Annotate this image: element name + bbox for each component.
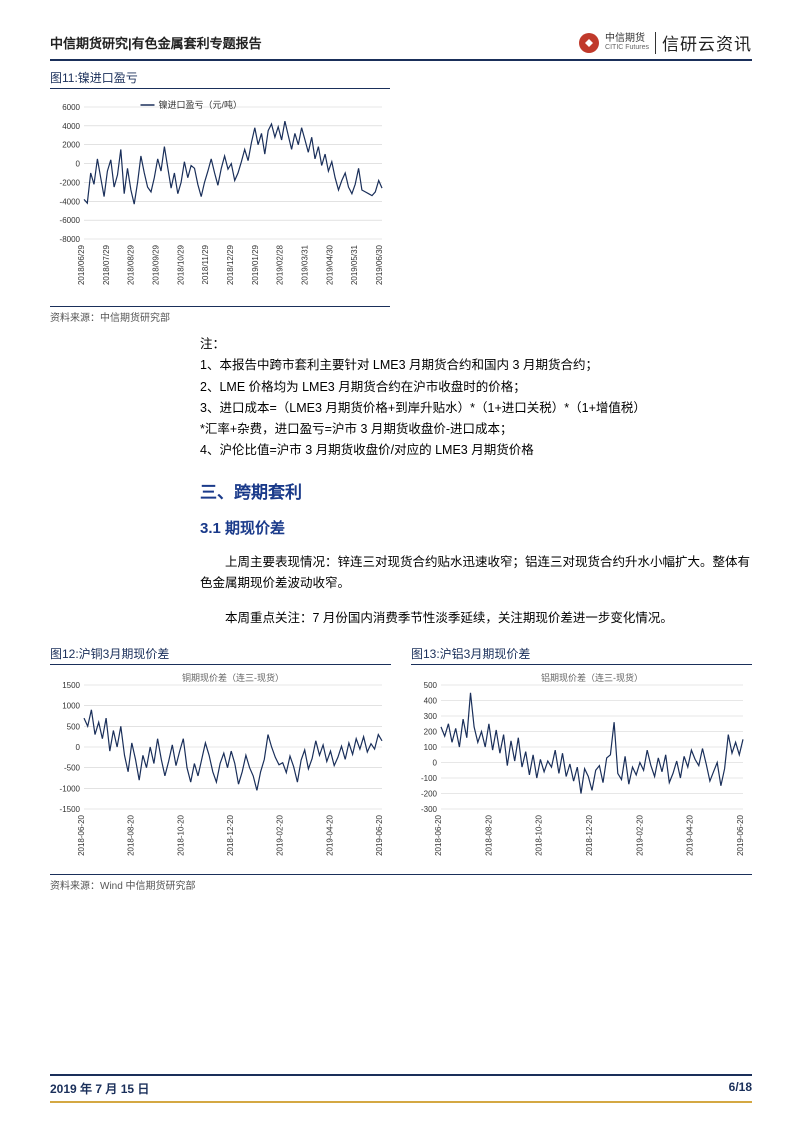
svg-text:2019/03/31: 2019/03/31 — [301, 244, 310, 285]
svg-text:400: 400 — [424, 697, 438, 706]
notes-block: 注： 1、本报告中跨市套利主要针对 LME3 月期货合约和国内 3 月期货合约；… — [200, 334, 752, 462]
note-3b: *汇率+杂费，进口盈亏=沪市 3 月期货收盘价-进口成本； — [200, 419, 752, 440]
svg-text:2019/04/30: 2019/04/30 — [325, 244, 334, 285]
page-footer: 2019 年 7 月 15 日 6/18 — [50, 1074, 752, 1103]
svg-text:2019-04-20: 2019-04-20 — [686, 815, 695, 856]
svg-text:铝期现价差（连三-现货）: 铝期现价差（连三-现货） — [541, 672, 643, 683]
svg-text:铜期现价差（连三-现货）: 铜期现价差（连三-现货） — [182, 672, 284, 683]
chart-13-svg: -300 -200 -100 0 100 200 300 400 500 2018-06-20 20… — [411, 667, 751, 867]
svg-text:2019/01/29: 2019/01/29 — [251, 244, 260, 285]
brand-divider — [655, 32, 656, 54]
section-3-1-heading: 3.1 期现价差 — [200, 517, 752, 538]
svg-text:6000: 6000 — [62, 103, 80, 112]
svg-text:2019-02-20: 2019-02-20 — [635, 815, 644, 856]
chart-13-container: 图13:沪铝3月期现价差 -300 -200 -100 0 100 200 300 400 50… — [411, 645, 752, 870]
svg-text:-1000: -1000 — [60, 785, 81, 794]
brand-cn: 中信期货 — [605, 33, 645, 44]
svg-text:2018-12-20: 2018-12-20 — [226, 815, 235, 856]
notes-head: 注： — [200, 334, 752, 355]
note-1: 1、本报告中跨市套利主要针对 LME3 月期货合约和国内 3 月期货合约； — [200, 355, 752, 376]
header-title: 中信期货研究|有色金属套利专题报告 — [50, 33, 262, 52]
brand-en: CITIC Futures — [605, 44, 649, 52]
svg-text:100: 100 — [424, 743, 438, 752]
chart-11-title: 图11:镍进口盈亏 — [50, 69, 390, 89]
svg-text:200: 200 — [424, 728, 438, 737]
svg-text:2019-02-20: 2019-02-20 — [276, 815, 285, 856]
svg-text:4000: 4000 — [62, 122, 80, 131]
svg-text:-300: -300 — [421, 805, 438, 814]
svg-text:0: 0 — [76, 160, 81, 169]
charts-row: 图12:沪铜3月期现价差 -1500-1000-5000500100015002… — [50, 645, 752, 870]
svg-text:2018-06-20: 2018-06-20 — [77, 815, 86, 856]
svg-text:2000: 2000 — [62, 141, 80, 150]
note-2: 2、LME 价格均为 LME3 月期货合约在沪市收盘时的价格； — [200, 377, 752, 398]
svg-text:2019-06-20: 2019-06-20 — [375, 815, 384, 856]
svg-text:2019/02/28: 2019/02/28 — [276, 244, 285, 285]
chart-11-svg: -8000 -6000 -4000 -2000 0 2000 4000 6000 2018/06… — [50, 91, 390, 301]
chart-12-svg: -1500 -1000 -500 0 500 1000 1500 2018-06-20 2018… — [50, 667, 390, 867]
svg-text:500: 500 — [424, 681, 438, 690]
chart-11-source: 资料来源：中信期货研究部 — [50, 306, 390, 324]
svg-text:-1500: -1500 — [60, 805, 81, 814]
svg-text:0: 0 — [76, 743, 81, 752]
svg-text:0: 0 — [433, 759, 438, 768]
svg-text:-200: -200 — [421, 790, 438, 799]
svg-text:-2000: -2000 — [60, 178, 81, 187]
chart-12-container: 图12:沪铜3月期现价差 -1500 -1000 -500 0 500 1000 1500 2… — [50, 645, 391, 870]
svg-text:-100: -100 — [421, 774, 438, 783]
svg-text:2018/07/29: 2018/07/29 — [102, 244, 111, 285]
svg-text:2018/08/29: 2018/08/29 — [127, 244, 136, 285]
charts-row-source: 资料来源：Wind 中信期货研究部 — [50, 874, 752, 892]
svg-text:2019-06-20: 2019-06-20 — [736, 815, 745, 856]
svg-text:2018/12/29: 2018/12/29 — [226, 244, 235, 285]
svg-text:-8000: -8000 — [60, 235, 81, 244]
note-4: 4、沪伦比值=沪市 3 月期货收盘价/对应的 LME3 月期货价格 — [200, 440, 752, 461]
svg-text:2018-10-20: 2018-10-20 — [535, 815, 544, 856]
brand-secondary: 信研云资讯 — [662, 30, 752, 55]
svg-text:1000: 1000 — [62, 702, 80, 711]
para-2: 本周重点关注：7 月份国内消费季节性淡季延续，关注期现价差进一步变化情况。 — [200, 608, 752, 629]
svg-text:2019/06/30: 2019/06/30 — [375, 244, 384, 285]
svg-text:2019/05/31: 2019/05/31 — [350, 244, 359, 285]
svg-text:2018-08-20: 2018-08-20 — [484, 815, 493, 856]
chart-11-container: 图11:镍进口盈亏 -8000 -6000 -4000 -2000 0 2000 4000 6… — [50, 69, 390, 324]
svg-text:-6000: -6000 — [60, 216, 81, 225]
brand-logo-icon — [579, 33, 599, 53]
svg-text:2019-04-20: 2019-04-20 — [325, 815, 334, 856]
chart-12-title: 图12:沪铜3月期现价差 — [50, 645, 391, 665]
para-1: 上周主要表现情况：锌连三对现货合约贴水迅速收窄；铝连三对现货合约升水小幅扩大。整… — [200, 552, 752, 595]
svg-text:300: 300 — [424, 712, 438, 721]
svg-text:镍进口盈亏（元/吨）: 镍进口盈亏（元/吨） — [159, 99, 243, 110]
svg-text:2018-12-20: 2018-12-20 — [585, 815, 594, 856]
header-brand: 中信期货 CITIC Futures 信研云资讯 — [579, 30, 752, 55]
page-header: 中信期货研究|有色金属套利专题报告 中信期货 CITIC Futures 信研云… — [50, 30, 752, 61]
section-3-heading: 三、跨期套利 — [200, 478, 752, 503]
svg-text:2018/10/29: 2018/10/29 — [176, 244, 185, 285]
svg-text:1500: 1500 — [62, 681, 80, 690]
svg-text:-4000: -4000 — [60, 197, 81, 206]
svg-text:2018-06-20: 2018-06-20 — [434, 815, 443, 856]
svg-text:2018/09/29: 2018/09/29 — [152, 244, 161, 285]
svg-text:2018-10-20: 2018-10-20 — [176, 815, 185, 856]
note-3: 3、进口成本=（LME3 月期货价格+到岸升贴水）*（1+进口关税）*（1+增值… — [200, 398, 752, 419]
brand-name: 中信期货 CITIC Futures — [605, 33, 649, 52]
svg-text:2018/06/29: 2018/06/29 — [77, 244, 86, 285]
chart-13-title: 图13:沪铝3月期现价差 — [411, 645, 752, 665]
svg-text:2018/11/29: 2018/11/29 — [201, 244, 210, 284]
svg-text:-500: -500 — [64, 764, 81, 773]
footer-date: 2019 年 7 月 15 日 — [50, 1080, 149, 1097]
svg-text:2018-08-20: 2018-08-20 — [127, 815, 136, 856]
footer-page: 6/18 — [729, 1080, 752, 1097]
svg-text:500: 500 — [67, 723, 81, 732]
